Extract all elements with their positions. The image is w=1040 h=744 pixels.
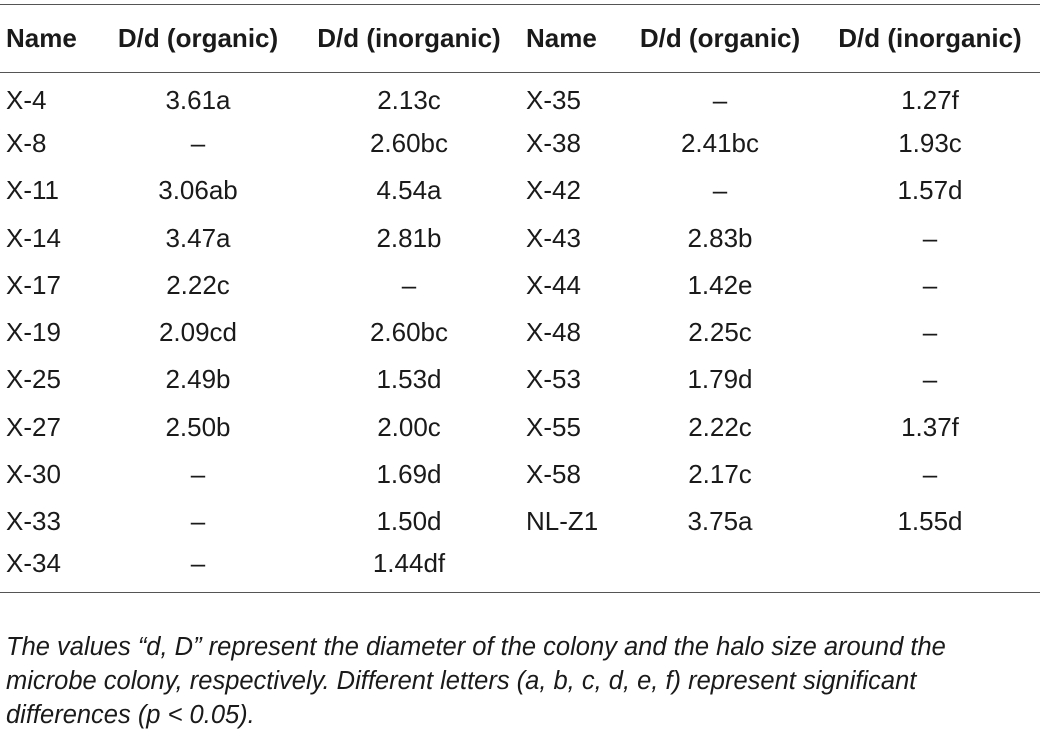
header-row: Name D/d (organic) D/d (inorganic) Name … <box>0 4 1040 73</box>
header-name-2: Name <box>520 4 620 73</box>
cell-name: X-25 <box>6 364 61 395</box>
cell-organic: 2.25c <box>688 317 752 348</box>
cell-name: X-44 <box>526 269 581 300</box>
table-row: X-34 – 1.44df <box>0 545 1040 594</box>
cell-organic <box>620 545 820 594</box>
cell-organic: 1.79d <box>687 364 753 395</box>
cell-name: X-27 <box>6 411 61 442</box>
cell-inorganic: 1.50d <box>376 506 442 537</box>
cell-name: X-33 <box>6 506 61 537</box>
header-organic-2: D/d (organic) <box>620 4 820 73</box>
cell-inorganic: – <box>922 459 938 490</box>
header-inorganic-2: D/d (inorganic) <box>820 4 1040 73</box>
cell-name: X-19 <box>6 317 61 348</box>
cell-organic: – <box>190 506 206 537</box>
table-row: X-8 – 2.60bc X-38 2.41bc 1.93c <box>0 120 1040 167</box>
cell-inorganic: 2.13c <box>377 84 441 115</box>
cell-organic: – <box>98 545 298 594</box>
cell-inorganic: 1.44df <box>298 545 520 594</box>
cell-name: NL-Z1 <box>526 506 599 537</box>
cell-organic: – <box>712 84 728 115</box>
cell-organic: 2.83b <box>687 222 753 253</box>
cell-organic: – <box>190 127 206 158</box>
cell-inorganic: – <box>401 269 417 300</box>
cell-inorganic: – <box>922 222 938 253</box>
table-header: Name D/d (organic) D/d (inorganic) Name … <box>0 4 1040 73</box>
cell-name: X-35 <box>526 84 581 115</box>
cell-name: X-48 <box>526 317 581 348</box>
cell-inorganic: 1.37f <box>901 411 959 442</box>
cell-organic: 2.49b <box>165 364 231 395</box>
cell-inorganic: – <box>922 269 938 300</box>
table-row: X-4 3.61a 2.13c X-35 – 1.27f <box>0 73 1040 120</box>
cell-name: X-58 <box>526 459 581 490</box>
cell-name: X-8 <box>6 127 47 158</box>
cell-name: X-34 <box>0 545 98 594</box>
cell-name: X-55 <box>526 411 581 442</box>
cell-organic: 3.61a <box>165 84 231 115</box>
cell-inorganic: 1.27f <box>901 84 959 115</box>
table-row: X-30 – 1.69d X-58 2.17c – <box>0 451 1040 498</box>
cell-organic: – <box>712 175 728 206</box>
table-row: X-25 2.49b 1.53d X-53 1.79d – <box>0 356 1040 403</box>
cell-inorganic: 4.54a <box>376 175 442 206</box>
header-name-1: Name <box>0 4 98 73</box>
table-body: X-4 3.61a 2.13c X-35 – 1.27f X-8 – 2.60b… <box>0 73 1040 594</box>
table-row: X-14 3.47a 2.81b X-43 2.83b – <box>0 214 1040 261</box>
cell-name: X-4 <box>6 84 47 115</box>
cell-inorganic: 2.60bc <box>369 317 449 348</box>
table-row: X-17 2.22c – X-44 1.42e – <box>0 262 1040 309</box>
table-footnote: The values “d, D” represent the diameter… <box>6 633 946 729</box>
table-row: X-27 2.50b 2.00c X-55 2.22c 1.37f <box>0 404 1040 451</box>
cell-organic: 2.50b <box>165 411 231 442</box>
cell-name: X-38 <box>526 127 581 158</box>
header-organic-1: D/d (organic) <box>98 4 298 73</box>
cell-name <box>520 545 620 594</box>
cell-organic: 2.09cd <box>158 317 238 348</box>
table-row: X-33 – 1.50d NL-Z1 3.75a 1.55d <box>0 498 1040 545</box>
cell-name: X-17 <box>6 269 61 300</box>
cell-inorganic <box>820 545 1040 594</box>
cell-organic: 1.42e <box>687 269 753 300</box>
cell-name: X-11 <box>6 175 59 206</box>
cell-inorganic: 1.53d <box>376 364 442 395</box>
table-row: X-19 2.09cd 2.60bc X-48 2.25c – <box>0 309 1040 356</box>
cell-organic: – <box>190 459 206 490</box>
cell-inorganic: 1.93c <box>898 127 962 158</box>
cell-name: X-42 <box>526 175 581 206</box>
cell-name: X-53 <box>526 364 581 395</box>
cell-inorganic: 1.55d <box>897 506 963 537</box>
data-table: Name D/d (organic) D/d (inorganic) Name … <box>0 4 1040 594</box>
cell-organic: 2.41bc <box>680 127 760 158</box>
cell-inorganic: – <box>922 317 938 348</box>
cell-name: X-14 <box>6 222 61 253</box>
cell-organic: 2.22c <box>688 411 752 442</box>
cell-inorganic: 1.69d <box>376 459 442 490</box>
cell-name: X-43 <box>526 222 581 253</box>
cell-organic: 3.47a <box>165 222 231 253</box>
cell-inorganic: – <box>922 364 938 395</box>
cell-organic: 3.06ab <box>158 175 238 206</box>
cell-inorganic: 1.57d <box>897 175 963 206</box>
cell-organic: 2.22c <box>166 269 230 300</box>
table-row: X-11 3.06ab 4.54a X-42 – 1.57d <box>0 167 1040 214</box>
cell-inorganic: 2.60bc <box>369 127 449 158</box>
cell-organic: 2.17c <box>688 459 752 490</box>
cell-inorganic: 2.00c <box>377 411 441 442</box>
cell-name: X-30 <box>6 459 61 490</box>
cell-organic: 3.75a <box>687 506 753 537</box>
cell-inorganic: 2.81b <box>376 222 442 253</box>
header-inorganic-1: D/d (inorganic) <box>298 4 520 73</box>
